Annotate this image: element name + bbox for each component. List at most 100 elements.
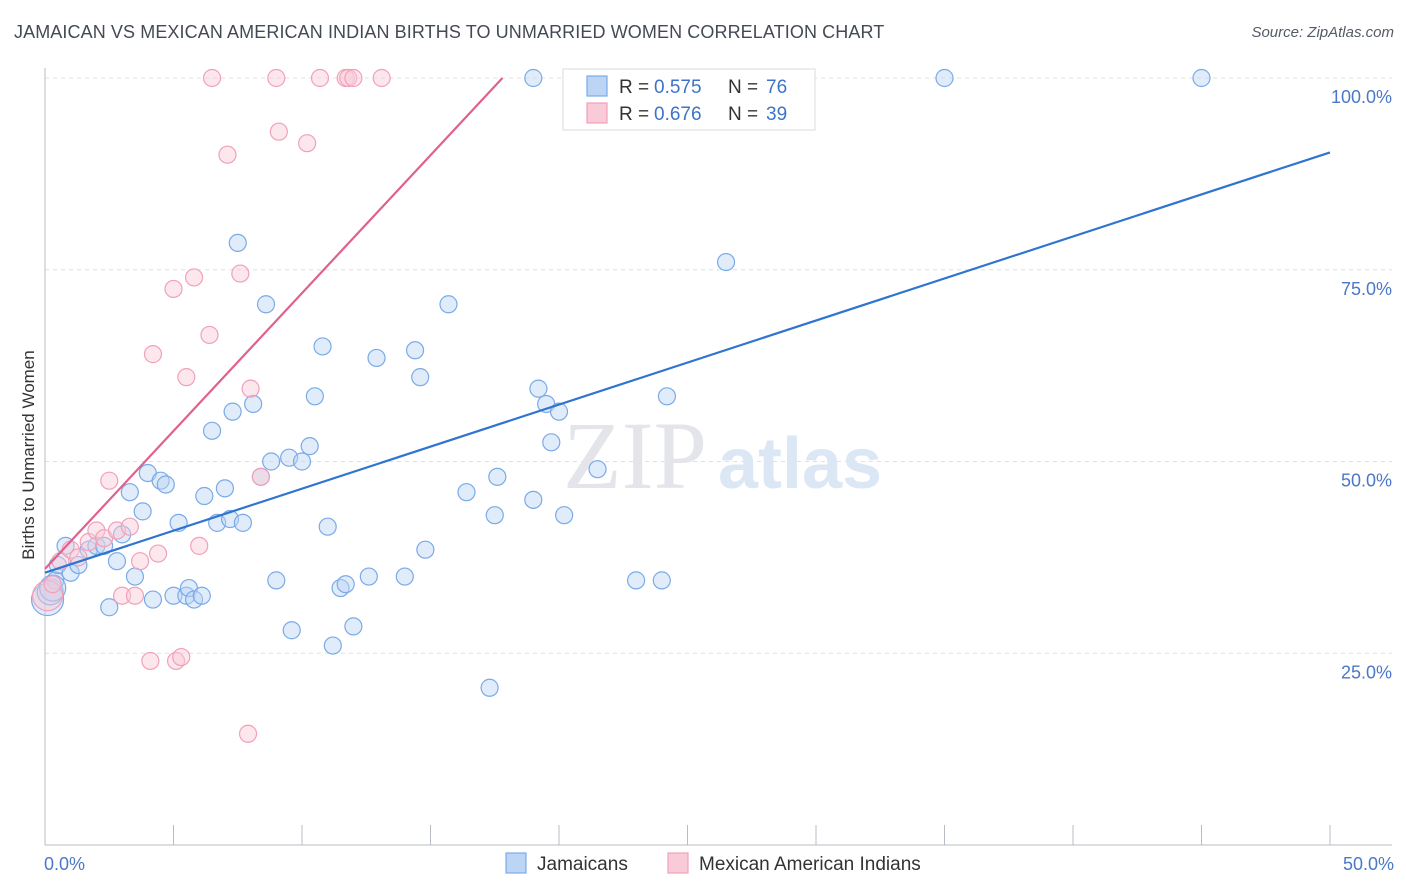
- mexican-american-indian-point-24: [202, 68, 222, 88]
- mexican-american-indian-point-10: [112, 586, 132, 605]
- mexican-american-indian-point-17: [164, 279, 183, 299]
- jamaican-point-64: [542, 433, 561, 452]
- jamaican-point-67: [588, 460, 607, 479]
- mexican-american-indian-point-1: [43, 575, 62, 594]
- jamaican-point-59: [485, 506, 504, 525]
- jamaican-point-45: [318, 517, 337, 536]
- jamaican-point-29: [215, 479, 234, 498]
- mexican-american-indian-point-27: [238, 724, 258, 743]
- legend-n-label-1: N =: [728, 77, 758, 98]
- trend-lines: [44, 77, 1331, 574]
- jamaican-point-69: [652, 571, 671, 590]
- tick-labels: 25.0% 50.0% 75.0% 100.0% 0.0% 50.0%: [44, 87, 1394, 874]
- mexican-american-indian-point-36: [344, 68, 363, 88]
- legend-swatch-mexican-american-indians: [586, 102, 608, 124]
- x-tick-label-1: 50.0%: [1343, 854, 1394, 874]
- watermark-zip: ZIP: [563, 402, 707, 509]
- legend-n-value-2: 39: [766, 104, 787, 125]
- jamaican-point-10: [100, 598, 119, 617]
- jamaican-point-37: [262, 452, 281, 471]
- mexican-american-indian-point-21: [184, 268, 204, 287]
- mexican-american-indian-point-28: [241, 379, 260, 398]
- jamaican-point-43: [305, 387, 324, 406]
- watermark-atlas: atlas: [718, 424, 882, 504]
- mexican-american-indian-point-8: [100, 471, 119, 490]
- jamaican-point-27: [202, 421, 222, 440]
- mexican-american-indian-point-23: [200, 325, 219, 345]
- jamaican-point-71: [716, 252, 736, 272]
- jamaican-point-40: [282, 621, 301, 640]
- jamaican-point-74: [1192, 68, 1211, 88]
- legend-r-label-2: R =: [619, 104, 649, 125]
- y-tick-label-1: 50.0%: [1341, 471, 1392, 491]
- jamaican-point-62: [529, 379, 548, 398]
- jamaican-point-14: [125, 567, 145, 586]
- mexican-american-indian-point-29: [251, 467, 270, 486]
- jamaican-point-70: [657, 387, 677, 406]
- jamaican-point-56: [439, 295, 458, 314]
- jamaican-point-13: [120, 483, 139, 502]
- jamaican-point-34: [244, 394, 263, 414]
- jamaican-point-57: [457, 483, 476, 502]
- mexican-american-indian-point-13: [130, 552, 150, 571]
- jamaican-point-65: [549, 402, 569, 421]
- jamaican-point-73: [935, 68, 954, 88]
- y-tick-label-0: 25.0%: [1341, 662, 1392, 682]
- bottom-legend: Jamaicans Mexican American Indians: [505, 852, 921, 875]
- jamaican-point-11: [107, 552, 127, 571]
- mexican-american-indian-point-22: [190, 536, 209, 555]
- mexican-american-indian-point-11: [120, 517, 139, 536]
- legend-n-value-1: 76: [766, 77, 787, 98]
- legend-n-label-2: N =: [728, 104, 758, 125]
- bottom-legend-swatch-jamaicans: [505, 852, 527, 874]
- mexican-american-indian-point-19: [172, 647, 191, 667]
- data-points: [30, 68, 1211, 743]
- legend-r-value-1: 0.575: [654, 77, 702, 98]
- watermark: ZIP atlas: [563, 402, 882, 509]
- y-tick-label-3: 100.0%: [1331, 87, 1392, 107]
- jamaican-point-44: [313, 337, 332, 356]
- source-credit: Source: ZipAtlas.com: [1251, 24, 1394, 41]
- mexican-american-indian-point-35: [339, 68, 358, 88]
- jamaican-point-61: [524, 490, 543, 509]
- mexican-american-indian-point-30: [267, 68, 286, 88]
- jamaican-point-52: [395, 567, 414, 586]
- mexican-american-indian-trend-line: [44, 77, 504, 570]
- mexican-american-indian-point-4: [69, 548, 88, 567]
- mexican-american-indian-point-32: [298, 134, 317, 153]
- legend-r-value-2: 0.676: [654, 104, 702, 125]
- mexican-american-indian-point-25: [218, 145, 237, 164]
- jamaican-point-20: [164, 586, 183, 605]
- jamaican-point-72: [524, 68, 543, 88]
- jamaican-point-31: [223, 402, 242, 421]
- jamaican-point-38: [267, 571, 286, 590]
- jamaican-point-75: [39, 574, 67, 602]
- x-tick-label-0: 0.0%: [44, 854, 85, 874]
- jamaican-point-25: [192, 586, 211, 605]
- bottom-legend-label-mexican-american-indians: Mexican American Indians: [699, 854, 921, 875]
- jamaican-point-50: [359, 567, 378, 586]
- legend-r-label-1: R =: [619, 77, 649, 98]
- gridlines: [45, 77, 1392, 654]
- jamaican-point-60: [488, 467, 507, 486]
- mexican-american-indian-point-33: [310, 68, 330, 88]
- jamaican-point-55: [416, 540, 435, 559]
- jamaican-point-49: [344, 617, 363, 636]
- mexican-american-indian-point-20: [177, 368, 196, 387]
- jamaican-point-53: [405, 341, 425, 360]
- jamaican-point-58: [480, 678, 499, 697]
- y-axis-label: Births to Unmarried Women: [19, 350, 38, 559]
- jamaican-point-36: [256, 295, 276, 314]
- legend-box: R = 0.575 N = 76 R = 0.676 N = 39: [562, 68, 816, 131]
- mexican-american-indian-point-0: [31, 580, 64, 612]
- mexican-american-indian-point-14: [141, 651, 160, 671]
- jamaican-point-32: [228, 233, 247, 253]
- jamaican-point-15: [133, 502, 152, 521]
- bottom-legend-label-jamaicans: Jamaicans: [537, 854, 628, 875]
- jamaican-point-51: [367, 348, 386, 368]
- jamaican-point-54: [411, 368, 430, 387]
- jamaican-point-17: [143, 590, 163, 609]
- jamaican-point-26: [195, 486, 214, 506]
- jamaican-point-33: [233, 513, 252, 532]
